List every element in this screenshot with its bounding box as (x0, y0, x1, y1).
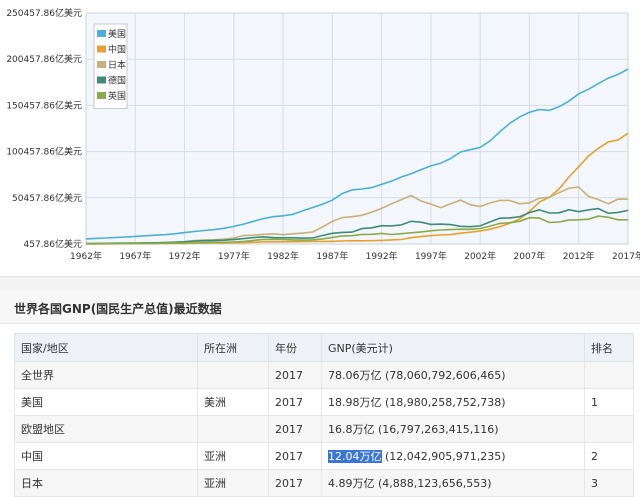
cell-rank: 1 (584, 388, 634, 416)
cell-year: 2017 (268, 442, 322, 470)
gnp-table: 国家/地区 所在洲 年份 GNP(美元计) 排名 全世界 2017 78.06万… (14, 333, 634, 497)
legend-swatch[interactable] (97, 45, 106, 53)
x-tick-label: 1992年 (366, 250, 398, 262)
legend-label[interactable]: 英国 (108, 90, 126, 102)
cell-country: 欧盟地区 (14, 415, 198, 443)
gnp-short-selected-text[interactable]: 12.04万亿 (328, 450, 382, 463)
legend-swatch[interactable] (97, 92, 106, 99)
section-header: 世界各国GNP(国民生产总值)最近数据 (0, 291, 640, 324)
x-tick-label: 1997年 (415, 250, 447, 262)
cell-rank: 3 (584, 469, 634, 497)
cell-gnp: 18.98万亿 (18,980,258,752,738) (321, 388, 585, 416)
gnp-short: 4.89万亿 (328, 477, 375, 490)
x-tick-label: 2012年 (563, 250, 595, 262)
table-row: 欧盟地区 2017 16.8万亿 (16,797,263,415,116) (14, 415, 634, 443)
x-tick-label: 2017年 (612, 250, 640, 262)
x-tick-label: 1962年 (70, 250, 102, 262)
gnp-full: (18,980,258,752,738) (385, 396, 506, 409)
plot-area-background (85, 12, 629, 245)
cell-year: 2017 (268, 388, 322, 416)
column-header-year[interactable]: 年份 (268, 333, 322, 362)
cell-continent: 美洲 (197, 388, 269, 416)
legend-label[interactable]: 中国 (108, 44, 126, 56)
legend-swatch[interactable] (97, 30, 106, 37)
y-tick-label: 250457.86亿美元 (6, 7, 82, 19)
y-tick-label: 50457.86亿美元 (12, 192, 82, 204)
column-header-rank[interactable]: 排名 (584, 333, 634, 362)
chart-canvas: 250457.86亿美元 200457.86亿美元 150457.86亿美元 1004… (6, 7, 640, 262)
cell-rank: 2 (584, 442, 634, 470)
gnp-full: (16,797,263,415,116) (378, 423, 499, 436)
table-row: 中国 亚洲 2017 12.04万亿 (12,042,905,971,235) … (14, 442, 634, 470)
legend-label[interactable]: 日本 (108, 59, 126, 71)
cell-continent: 亚洲 (197, 469, 269, 497)
section-title: 世界各国GNP(国民生产总值)最近数据 (14, 302, 222, 316)
cell-rank (584, 361, 634, 389)
section-gap (0, 277, 640, 291)
table-row: 美国 美洲 2017 18.98万亿 (18,980,258,752,738) … (14, 388, 634, 416)
column-header-country[interactable]: 国家/地区 (14, 333, 198, 362)
x-tick-label: 1977年 (218, 250, 250, 262)
cell-country: 中国 (14, 442, 198, 470)
cell-continent: 亚洲 (197, 442, 269, 470)
series-line (85, 215, 628, 245)
x-tick-label: 2002年 (464, 250, 496, 262)
cell-gnp: 12.04万亿 (12,042,905,971,235) (321, 442, 585, 470)
cell-gnp: 78.06万亿 (78,060,792,606,465) (321, 361, 585, 389)
series-line (85, 68, 629, 240)
gnp-full: (12,042,905,971,235) (385, 450, 506, 463)
gnp-short: 18.98万亿 (328, 396, 382, 409)
column-header-gnp[interactable]: GNP(美元计) (321, 333, 585, 362)
cell-country: 美国 (14, 388, 198, 416)
table-row: 日本 亚洲 2017 4.89万亿 (4,888,123,656,553) 3 (14, 469, 634, 497)
column-header-continent[interactable]: 所在洲 (197, 333, 269, 362)
gnp-full: (78,060,792,606,465) (385, 369, 506, 382)
x-tick-label: 1982年 (267, 250, 299, 262)
gnp-full: (4,888,123,656,553) (378, 477, 492, 490)
gnp-short: 78.06万亿 (328, 369, 382, 382)
gnp-line-chart: 250457.86亿美元 200457.86亿美元 150457.86亿美元 1004… (0, 7, 640, 277)
table-header-row: 国家/地区 所在洲 年份 GNP(美元计) 排名 (14, 333, 634, 362)
cell-gnp: 4.89万亿 (4,888,123,656,553) (321, 469, 585, 497)
x-tick-label: 2007年 (514, 250, 546, 262)
y-tick-label: 200457.86亿美元 (6, 53, 82, 65)
series-line (85, 207, 629, 245)
cell-gnp: 16.8万亿 (16,797,263,415,116) (321, 415, 585, 443)
gnp-short: 16.8万亿 (328, 423, 375, 436)
cell-continent (197, 415, 269, 443)
cell-year: 2017 (268, 361, 322, 389)
x-tick-label: 1967年 (119, 250, 151, 262)
legend-swatch[interactable] (97, 76, 106, 84)
legend-swatch[interactable] (97, 61, 106, 68)
cell-country: 全世界 (14, 361, 198, 389)
cell-year: 2017 (268, 415, 322, 443)
y-tick-label: 100457.86亿美元 (6, 146, 82, 158)
table-row: 全世界 2017 78.06万亿 (78,060,792,606,465) (14, 361, 634, 389)
cell-continent (197, 361, 269, 389)
cell-country: 日本 (14, 469, 198, 497)
y-tick-label: 457.86亿美元 (24, 238, 83, 250)
legend-label[interactable]: 美国 (108, 28, 126, 40)
cell-rank (584, 415, 634, 443)
x-tick-label: 1987年 (316, 250, 348, 262)
gnp-table-container: 国家/地区 所在洲 年份 GNP(美元计) 排名 全世界 2017 78.06万… (14, 333, 634, 497)
x-tick-label: 1972年 (169, 250, 201, 262)
y-tick-label: 150457.86亿美元 (6, 99, 82, 111)
cell-year: 2017 (268, 469, 322, 497)
legend-label[interactable]: 德国 (108, 75, 126, 87)
